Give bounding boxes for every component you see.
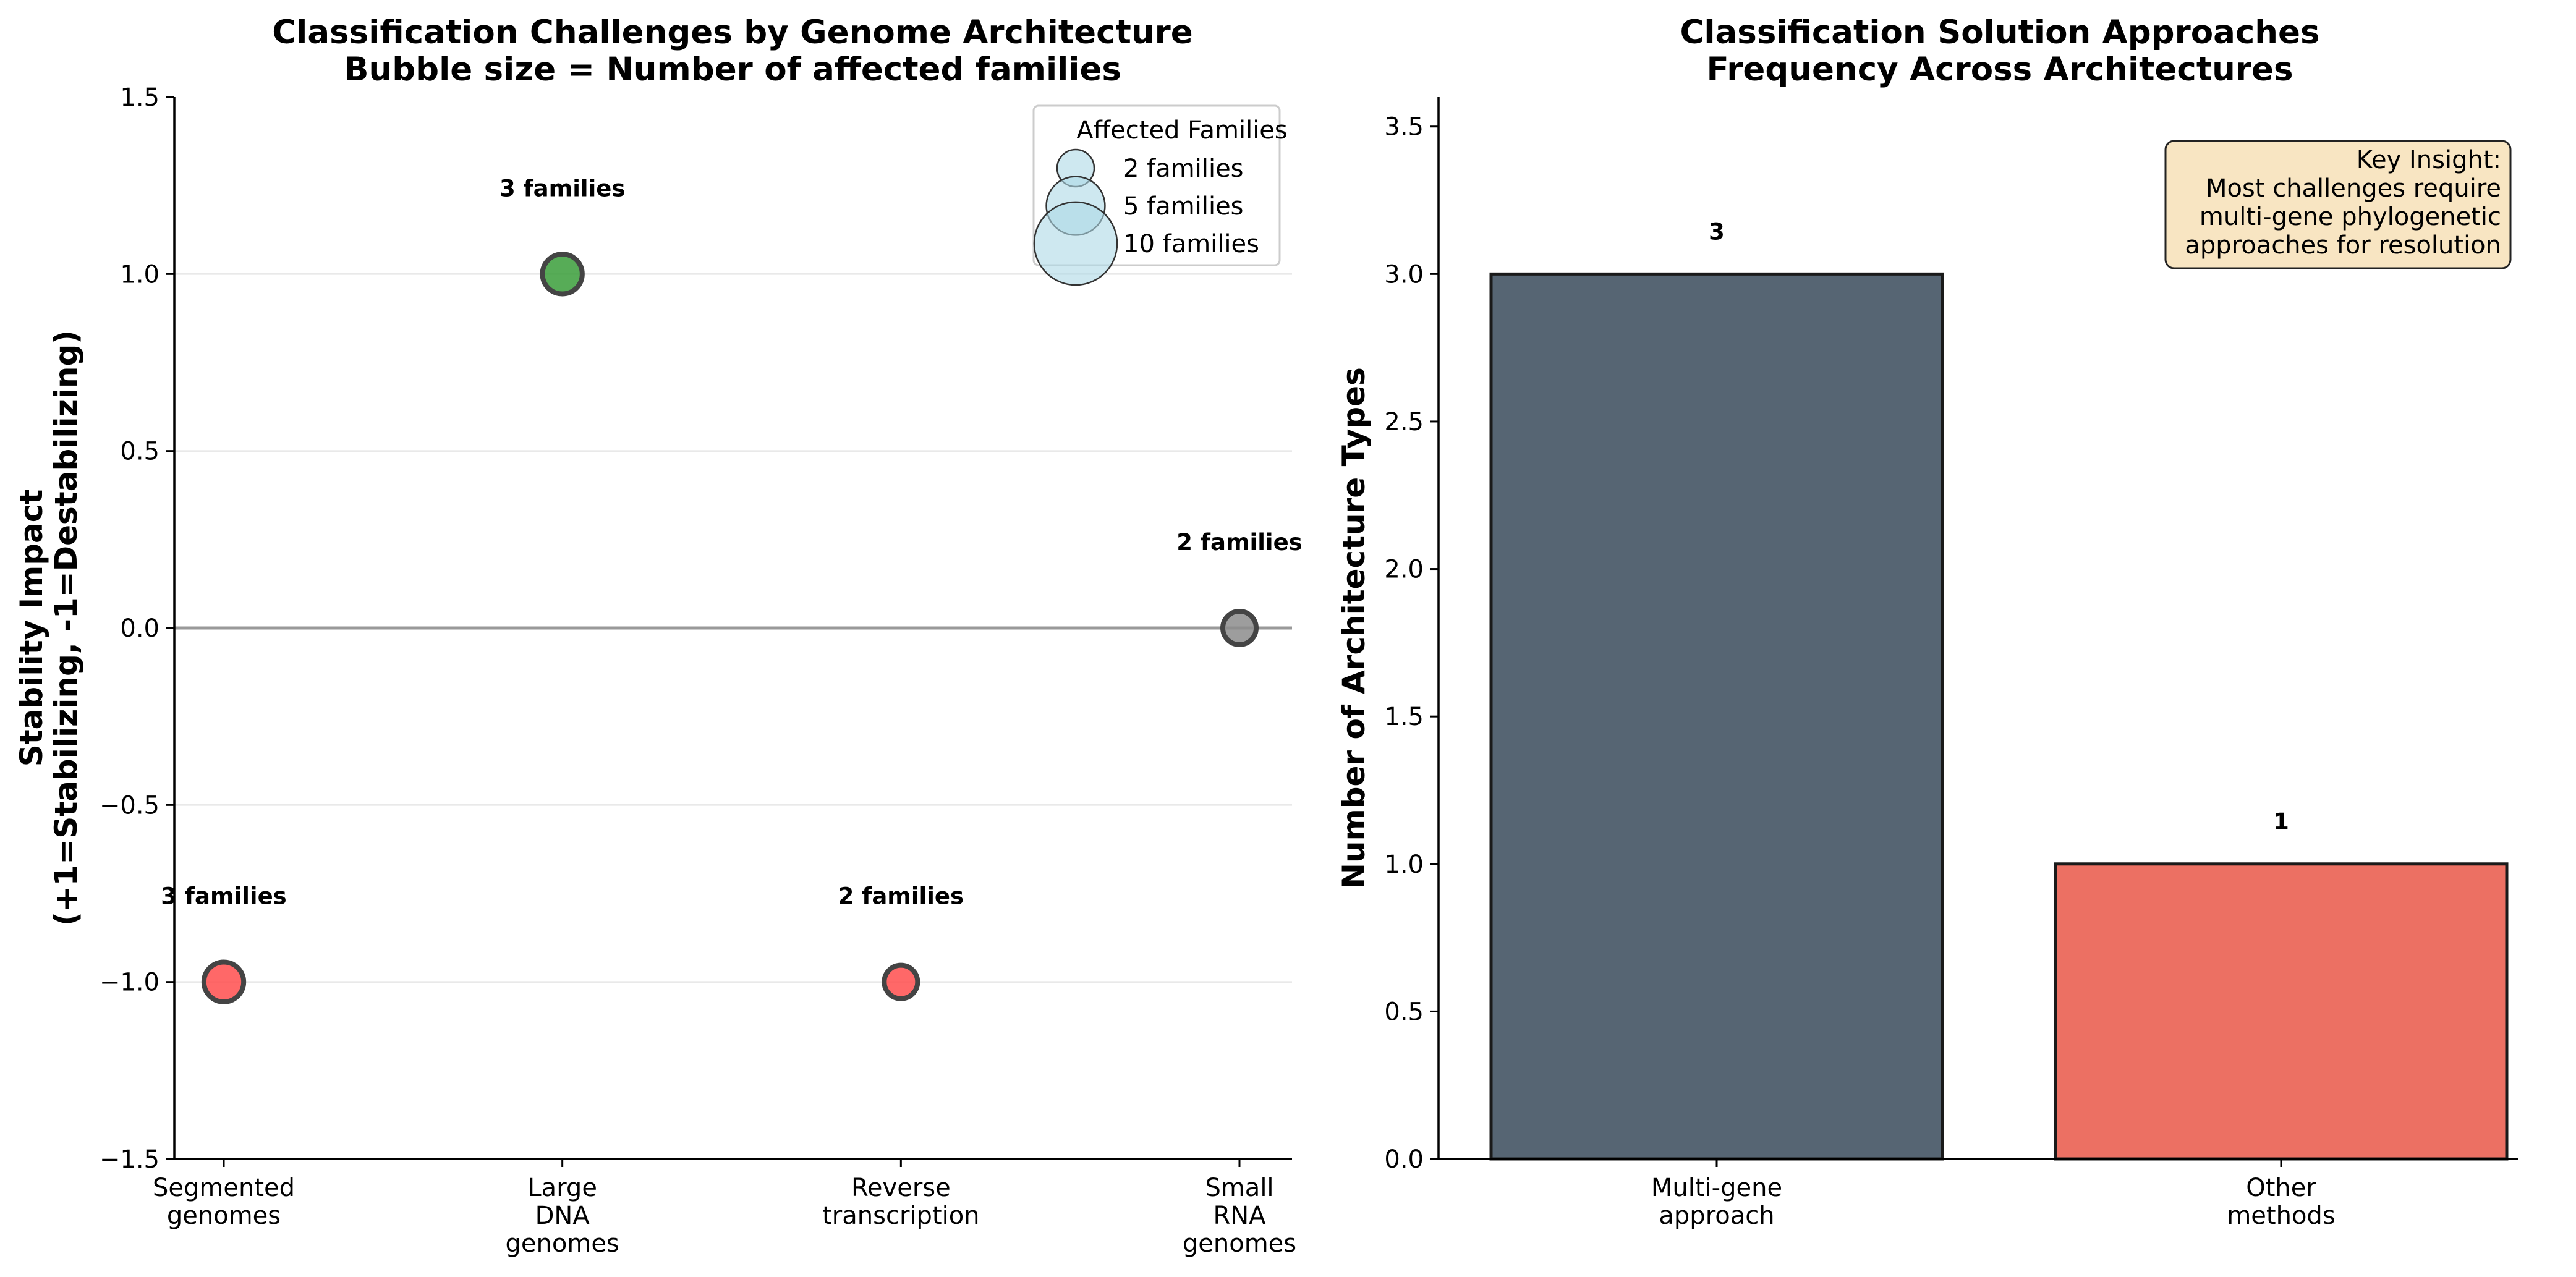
bar-chart-y-tick-label: 2.0 [1384,556,1424,584]
bubble-chart-y-label: Stability Impact [14,490,49,767]
bubble-chart-x-tick-label: Reverse transcription [822,1174,979,1230]
bar-chart-y-ticks: 0.0 0.5 1.0 1.5 2.0 2.5 3.0 3.5 [1384,113,1439,1174]
bubble-chart-y-tick-label: −1.5 [100,1145,159,1174]
bubble-legend-label: 5 families [1123,192,1244,221]
bar-chart-y-tick-label: 3.5 [1384,113,1424,142]
bar-chart-title: Classification Solution Approaches [1680,14,2319,51]
bar-chart: Classification Solution Approaches Frequ… [1336,14,2518,1230]
bubble-legend-marker [1033,201,1118,286]
key-insight-line: Most challenges require [2206,174,2501,203]
bubble-data-label: 2 families [838,883,964,910]
bubble-chart-x-tick-label: Small RNA genomes [1183,1174,1296,1258]
bar-chart-y-tick-label: 1.5 [1384,703,1424,731]
bubble-chart-title: Classification Challenges by Genome Arch… [272,14,1192,51]
bubble-point [1220,609,1259,647]
bubble-chart-subtitle: Bubble size = Number of affected familie… [344,51,1121,88]
bubble-chart-y-tick-label: −0.5 [100,791,159,820]
bar-chart-y-tick-label: 3.0 [1384,260,1424,289]
key-insight-frame [2164,140,2512,269]
bar-chart-x-tick-label: Other methods [2227,1174,2335,1230]
bubble-data-label: 3 families [499,175,625,202]
bar-chart-y-tick-label: 0.5 [1384,998,1424,1026]
bubble-legend: Affected Families 2 families 5 families 10… [1032,104,1288,286]
bar-chart-y-tick-label: 0.0 [1384,1145,1424,1174]
bar-chart-bars: 31 [1489,218,2509,1161]
bar-chart-subtitle: Frequency Across Architectures [1706,51,2293,88]
key-insight-line: multi-gene phylogenetic [2200,203,2501,231]
bar-chart-x-tick-label: Multi-gene approach [1651,1174,1782,1230]
key-insight-line: approaches for resolution [2185,231,2501,260]
bubble-chart: Classification Challenges by Genome Arch… [14,14,1303,1258]
bubble-chart-y-tick-label: −1.0 [100,969,159,997]
key-insight-line: Key Insight: [2357,146,2501,174]
bubble-chart-y-label-line2: (+1=Stabilizing, -1=Destabilizing) [48,330,84,926]
bubble-chart-points: 3 families 3 families 2 families 2 families [161,175,1303,1004]
bubble-data-label: 3 families [161,883,286,910]
bubble-chart-y-tick-label: 0.0 [120,614,159,643]
bubble-legend-label: 10 families [1123,230,1259,258]
bubble-point [201,959,247,1004]
bubble-chart-y-tick-label: 0.5 [120,438,159,466]
bubble-data-label: 2 families [1176,529,1302,556]
bubble-point [882,962,920,1001]
bubble-chart-x-tick-label: Segmented genomes [153,1174,295,1230]
bubble-chart-x-tick-label: Large DNA genomes [506,1174,619,1258]
bar-value-label: 3 [1709,218,1725,245]
bar-chart-y-label: Number of Architecture Types [1336,367,1372,889]
key-insight-box: Key Insight:Most challenges requiremulti… [2164,140,2512,269]
bubble-legend-title: Affected Families [1076,116,1288,145]
bar-chart-y-tick-label: 1.0 [1384,851,1424,879]
bar-value-label: 1 [2273,808,2289,835]
bar [2054,862,2509,1161]
bar-chart-y-tick-label: 2.5 [1384,408,1424,436]
bubble-chart-y-tick-label: 1.0 [120,260,159,289]
bubble-chart-x-ticks: Segmented genomes Large DNA genomes Reverse tr… [153,1159,1296,1258]
bubble-legend-entries: 2 families 5 families 10 families [1033,148,1259,286]
key-insight-text: Key Insight:Most challenges requiremulti… [2185,146,2501,260]
bar-chart-x-ticks: Multi-gene approach Other methods [1651,1159,2336,1230]
bubble-chart-y-ticks: −1.5 −1.0 −0.5 0.0 0.5 1.0 1.5 [100,83,174,1174]
bubble-legend-label: 2 families [1123,155,1244,183]
bubble-point [540,252,585,297]
bar [1489,272,1944,1161]
bubble-chart-y-tick-label: 1.5 [120,83,159,112]
